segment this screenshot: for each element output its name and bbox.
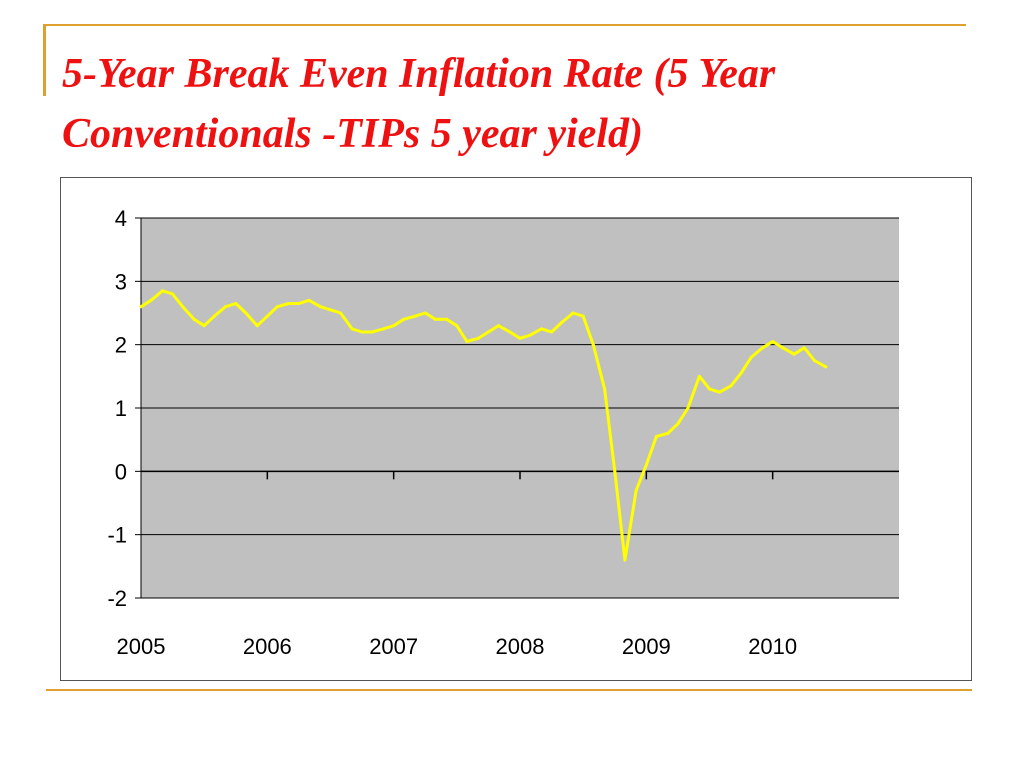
data-point: [255, 324, 259, 328]
data-point: [539, 327, 543, 331]
data-point: [370, 330, 374, 334]
data-point: [718, 390, 722, 394]
top-accent-rule: [46, 24, 966, 26]
data-point: [202, 324, 206, 328]
data-point: [729, 384, 733, 388]
data-point: [771, 340, 775, 343]
data-point: [433, 317, 437, 321]
left-accent-rule: [43, 24, 46, 96]
data-point: [508, 330, 512, 334]
chart-frame: 4 3 2 1 0 -1 -2 2005 2006 2007 2008 2009 2010: [60, 177, 972, 681]
data-point: [676, 422, 680, 426]
data-point: [160, 289, 164, 293]
line-chart: 4 3 2 1 0 -1 -2 2005 2006 2007 2008 2009 2010: [107, 206, 899, 659]
data-point: [749, 355, 753, 359]
data-point: [224, 305, 228, 309]
data-point: [571, 311, 575, 315]
data-point: [287, 302, 291, 305]
data-point: [192, 317, 196, 321]
data-point: [686, 406, 690, 410]
data-point: [244, 311, 248, 315]
data-point: [708, 387, 711, 391]
data-point: [697, 374, 701, 378]
data-point: [560, 321, 564, 324]
data-point: [761, 346, 765, 350]
slide-title: 5-Year Break Even Inflation Rate (5 Year…: [62, 51, 776, 157]
data-point: [497, 324, 501, 328]
data-point: [603, 387, 607, 391]
data-point: [634, 488, 638, 492]
series-line: [139, 289, 828, 562]
data-point: [644, 463, 648, 467]
data-point: [382, 327, 386, 331]
data-point: [465, 340, 469, 343]
data-point: [591, 343, 595, 347]
data-point: [212, 314, 216, 318]
data-point: [423, 311, 427, 315]
data-point: [445, 317, 449, 321]
x-tick-label: 2006: [243, 634, 292, 659]
data-point: [171, 292, 175, 296]
data-point: [149, 298, 153, 302]
data-point: [792, 352, 796, 356]
data-point: [455, 324, 459, 328]
data-point: [518, 336, 522, 340]
data-point: [234, 302, 238, 305]
data-point: [654, 435, 658, 438]
y-tick-label: 3: [115, 269, 127, 294]
y-tick-label: -2: [107, 586, 127, 611]
data-point: [739, 371, 743, 375]
bottom-accent-rule: [46, 689, 972, 691]
data-point: [486, 330, 490, 334]
data-point: [581, 314, 585, 318]
data-point: [413, 314, 417, 318]
data-point: [476, 336, 480, 340]
data-point: [329, 308, 332, 312]
y-tick-label: 4: [115, 206, 127, 231]
data-point: [297, 302, 301, 305]
data-point: [392, 324, 396, 328]
data-point: [318, 305, 322, 309]
data-point: [623, 558, 627, 562]
x-tick-label: 2005: [117, 634, 166, 659]
data-point: [360, 330, 364, 334]
x-tick-label: 2007: [369, 634, 418, 659]
data-point: [824, 365, 828, 369]
x-tick-label: 2010: [748, 634, 797, 659]
y-tick-label: 0: [115, 459, 127, 484]
y-tick-label: 1: [115, 396, 127, 421]
y-tick-label: 2: [115, 333, 127, 358]
y-tick-label: -1: [107, 523, 127, 548]
data-point: [666, 431, 670, 435]
data-point: [181, 305, 185, 309]
data-point: [402, 317, 406, 321]
data-point: [350, 327, 354, 331]
data-point: [802, 346, 806, 350]
data-point: [550, 330, 554, 334]
data-point: [265, 314, 269, 318]
data-point: [339, 311, 343, 315]
data-point: [781, 346, 785, 350]
data-point: [613, 469, 617, 473]
data-point: [275, 305, 279, 309]
x-tick-label: 2009: [622, 634, 671, 659]
data-point: [307, 298, 311, 302]
data-point: [812, 359, 816, 362]
data-point: [139, 305, 143, 309]
data-point: [528, 333, 532, 337]
x-tick-label: 2008: [496, 634, 545, 659]
